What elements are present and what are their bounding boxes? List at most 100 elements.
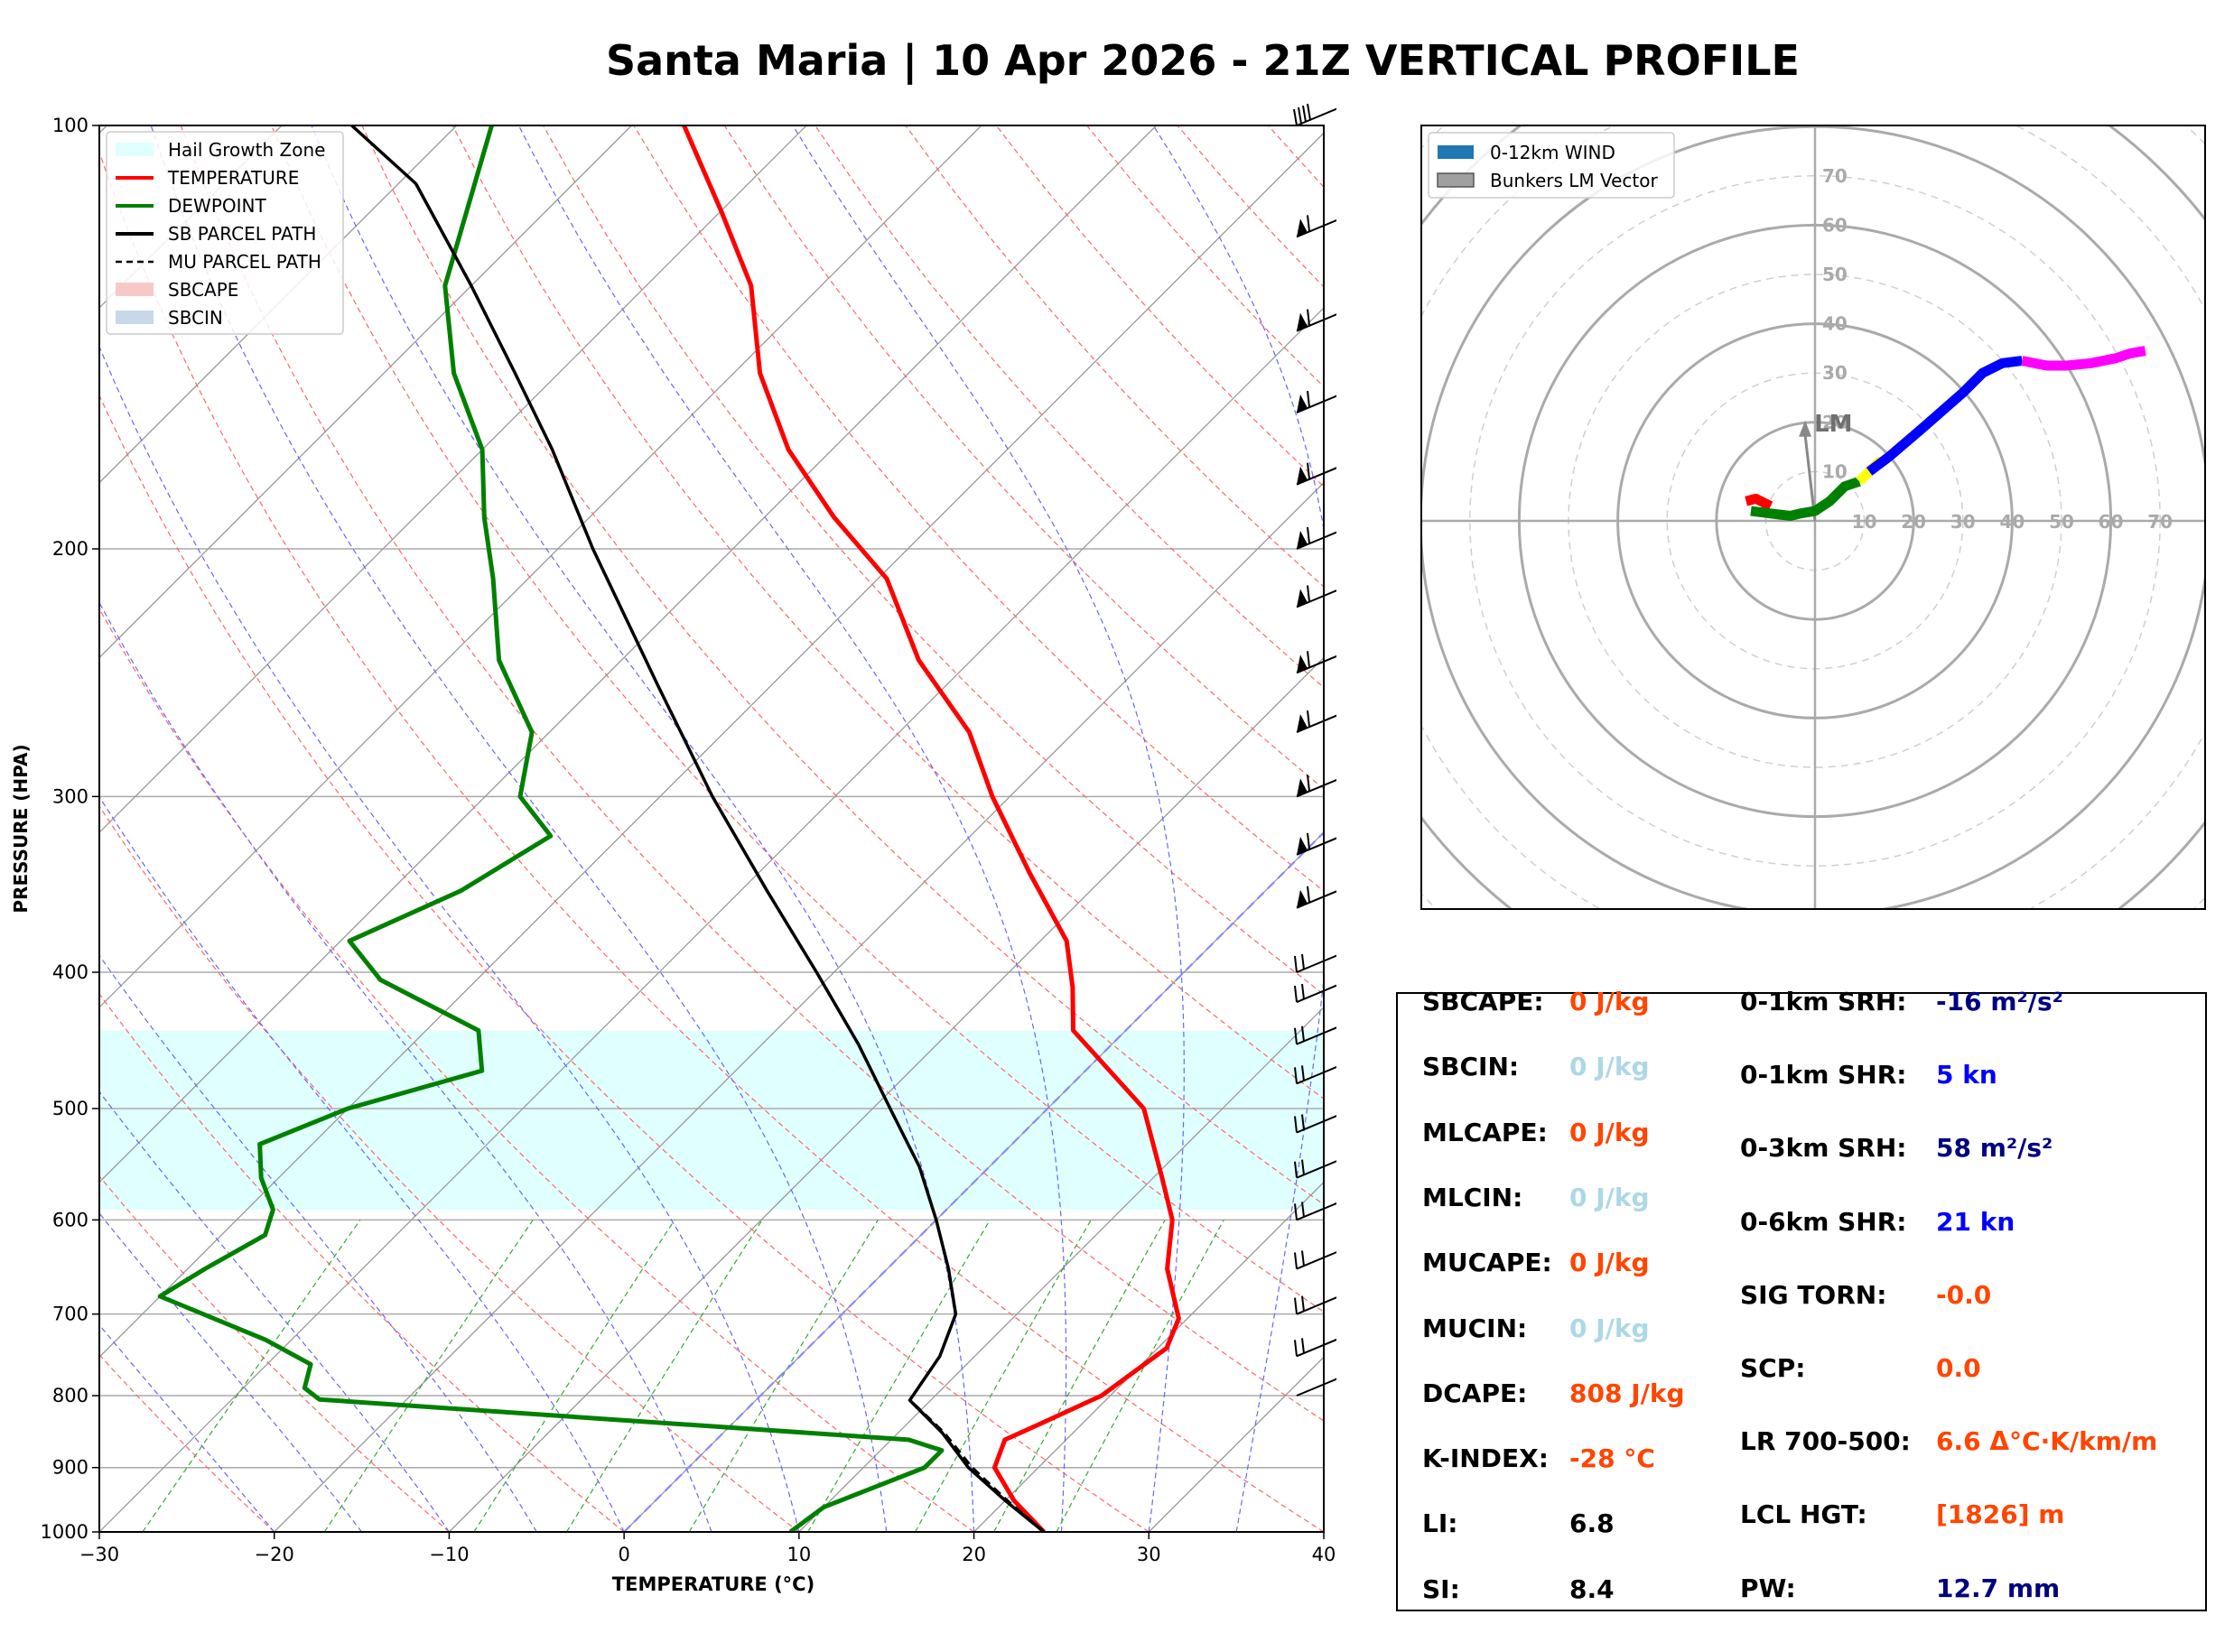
legend-box: [106, 131, 344, 335]
barb-pennant: [1297, 589, 1308, 608]
legend-swatch: [116, 283, 154, 296]
barb-flag: [1307, 585, 1310, 602]
stat-left-label: SI:: [1422, 1573, 1460, 1604]
hodo-ring-label-x: 50: [2049, 511, 2074, 533]
moist-adiabat: [792, 125, 1185, 1532]
stat-left-value: 0 J/kg: [1569, 1182, 1650, 1212]
wind-barb: [1294, 1114, 1336, 1134]
stat-left-label: MLCAPE:: [1422, 1117, 1548, 1147]
barb-staff: [1296, 890, 1336, 909]
barb-flag: [1301, 1159, 1305, 1175]
x-tick-label: 0: [618, 1544, 629, 1565]
hodo-ring-minor: [1421, 125, 2205, 909]
barb-staff: [1296, 837, 1336, 856]
series-temperature: [682, 125, 1181, 1532]
stat-right-row: LCL HGT: [1826] m: [1740, 1499, 2064, 1530]
legend-swatch: [1437, 172, 1475, 188]
mixing-ratio-line: [914, 1220, 1092, 1532]
hodo-ring-label-y: 10: [1822, 460, 1848, 482]
wind-barb: [1294, 1338, 1336, 1358]
y-tick-label: 900: [52, 1457, 88, 1479]
mixing-ratio-line: [142, 1220, 361, 1532]
isotherm-line: [99, 125, 458, 484]
lm-arrowhead: [1799, 420, 1812, 437]
dry-adiabat: [451, 125, 1324, 1100]
hodo-ring-label-y: 40: [1822, 313, 1848, 335]
stat-left-row: SBCIN: 0 J/kg: [1422, 1052, 1650, 1081]
stat-right-label: 0-3km SRH:: [1740, 1133, 1907, 1164]
legend-label: Hail Growth Zone: [168, 139, 325, 161]
barb-flag: [1294, 1297, 1298, 1314]
hodo-ring: [1715, 421, 1915, 621]
series-mu-parcel-path: [908, 1398, 1046, 1532]
barb-flag: [1294, 1203, 1298, 1220]
barb-pennant: [1297, 531, 1308, 550]
stat-left-row: K-INDEX: -28 °C: [1422, 1443, 1655, 1473]
barb-pennant: [1297, 394, 1308, 413]
wind-barb: [1296, 832, 1336, 856]
barb-flag: [1294, 1340, 1298, 1357]
mixing-ratio-line: [1056, 1220, 1224, 1532]
stat-left-label: DCAPE:: [1422, 1378, 1528, 1408]
wind-barb: [1294, 1159, 1336, 1179]
stat-right-row: LR 700-500: 6.6 Δ°C·K/km/m: [1740, 1426, 2157, 1456]
stat-right-label: 0-1km SHR:: [1740, 1060, 1907, 1091]
stat-left-value: 8.4: [1569, 1573, 1615, 1604]
dry-adiabat: [99, 608, 974, 1532]
stat-right-label: LCL HGT:: [1740, 1499, 1867, 1530]
wind-barb: [1296, 309, 1336, 332]
skew-t-chart: −30 −20 −10 0 10 20 30 40 100 200 300 400 500 600 700 8…: [10, 103, 1336, 1595]
series-dewpoint: [157, 125, 945, 1532]
dry-adiabat: [633, 125, 1324, 892]
barb-flag: [1307, 651, 1310, 668]
hodo-segment: [1750, 477, 1861, 521]
mixing-ratio-line: [565, 1220, 763, 1532]
stat-left-row: LI: 6.8: [1422, 1508, 1615, 1539]
stat-right-label: SCP:: [1740, 1353, 1806, 1383]
legend-label: DEWPOINT: [168, 195, 266, 217]
stat-left-label: MLCIN:: [1422, 1182, 1523, 1212]
stat-right-label: 0-6km SHR:: [1740, 1206, 1907, 1237]
mixing-ratio-line: [323, 1220, 534, 1532]
moist-adiabat: [1152, 125, 1324, 1532]
moist-adiabat: [99, 1323, 275, 1532]
barb-flag: [1307, 309, 1310, 326]
isotherm-line: [1323, 1531, 1324, 1532]
wind-barb: [1296, 886, 1336, 909]
stat-right-row: 0-1km SHR: 5 kn: [1740, 1060, 1997, 1091]
stat-left-row: MUCAPE: 0 J/kg: [1422, 1248, 1650, 1277]
barb-flag: [1302, 105, 1307, 123]
stat-right-value: 12.7 mm: [1936, 1573, 2061, 1603]
dry-adiabat: [180, 125, 1324, 1422]
stat-left-label: LI:: [1422, 1508, 1458, 1539]
stat-right-row: PW: 12.7 mm: [1740, 1573, 2060, 1603]
barb-flag: [1307, 215, 1310, 232]
stat-left-value: -28 °C: [1569, 1443, 1655, 1474]
barb-flag: [1307, 886, 1310, 903]
barb-flag: [1293, 108, 1298, 126]
dry-adiabat: [814, 125, 1324, 689]
barb-flag: [1301, 1065, 1305, 1081]
dry-adiabat: [361, 125, 1324, 1206]
stat-right-row: 0-6km SHR: 21 kn: [1740, 1206, 2015, 1237]
wind-barb: [1294, 1202, 1336, 1221]
barb-flag: [1307, 526, 1310, 544]
barb-staff: [1296, 654, 1336, 674]
x-tick-label: −30: [79, 1544, 119, 1565]
legend-label: SBCAPE: [168, 279, 238, 301]
wind-barb: [1294, 953, 1336, 973]
stat-right-label: PW:: [1740, 1573, 1796, 1603]
barb-flag: [1294, 1252, 1298, 1269]
hodo-ring: [1421, 125, 2205, 909]
barb-flag: [1301, 1202, 1305, 1218]
isotherm-line: [274, 481, 1324, 1532]
stat-left-row: MUCIN: 0 J/kg: [1422, 1313, 1650, 1343]
hodo-ring-label-y: 60: [1822, 214, 1848, 236]
dry-adiabat: [99, 993, 625, 1532]
barb-pennant: [1297, 714, 1308, 733]
barb-flag: [1294, 1067, 1298, 1084]
barb-pennant: [1297, 889, 1308, 908]
stat-left-value: 6.8: [1569, 1508, 1615, 1539]
barb-flag: [1294, 955, 1298, 973]
wind-barb: [1296, 462, 1336, 486]
